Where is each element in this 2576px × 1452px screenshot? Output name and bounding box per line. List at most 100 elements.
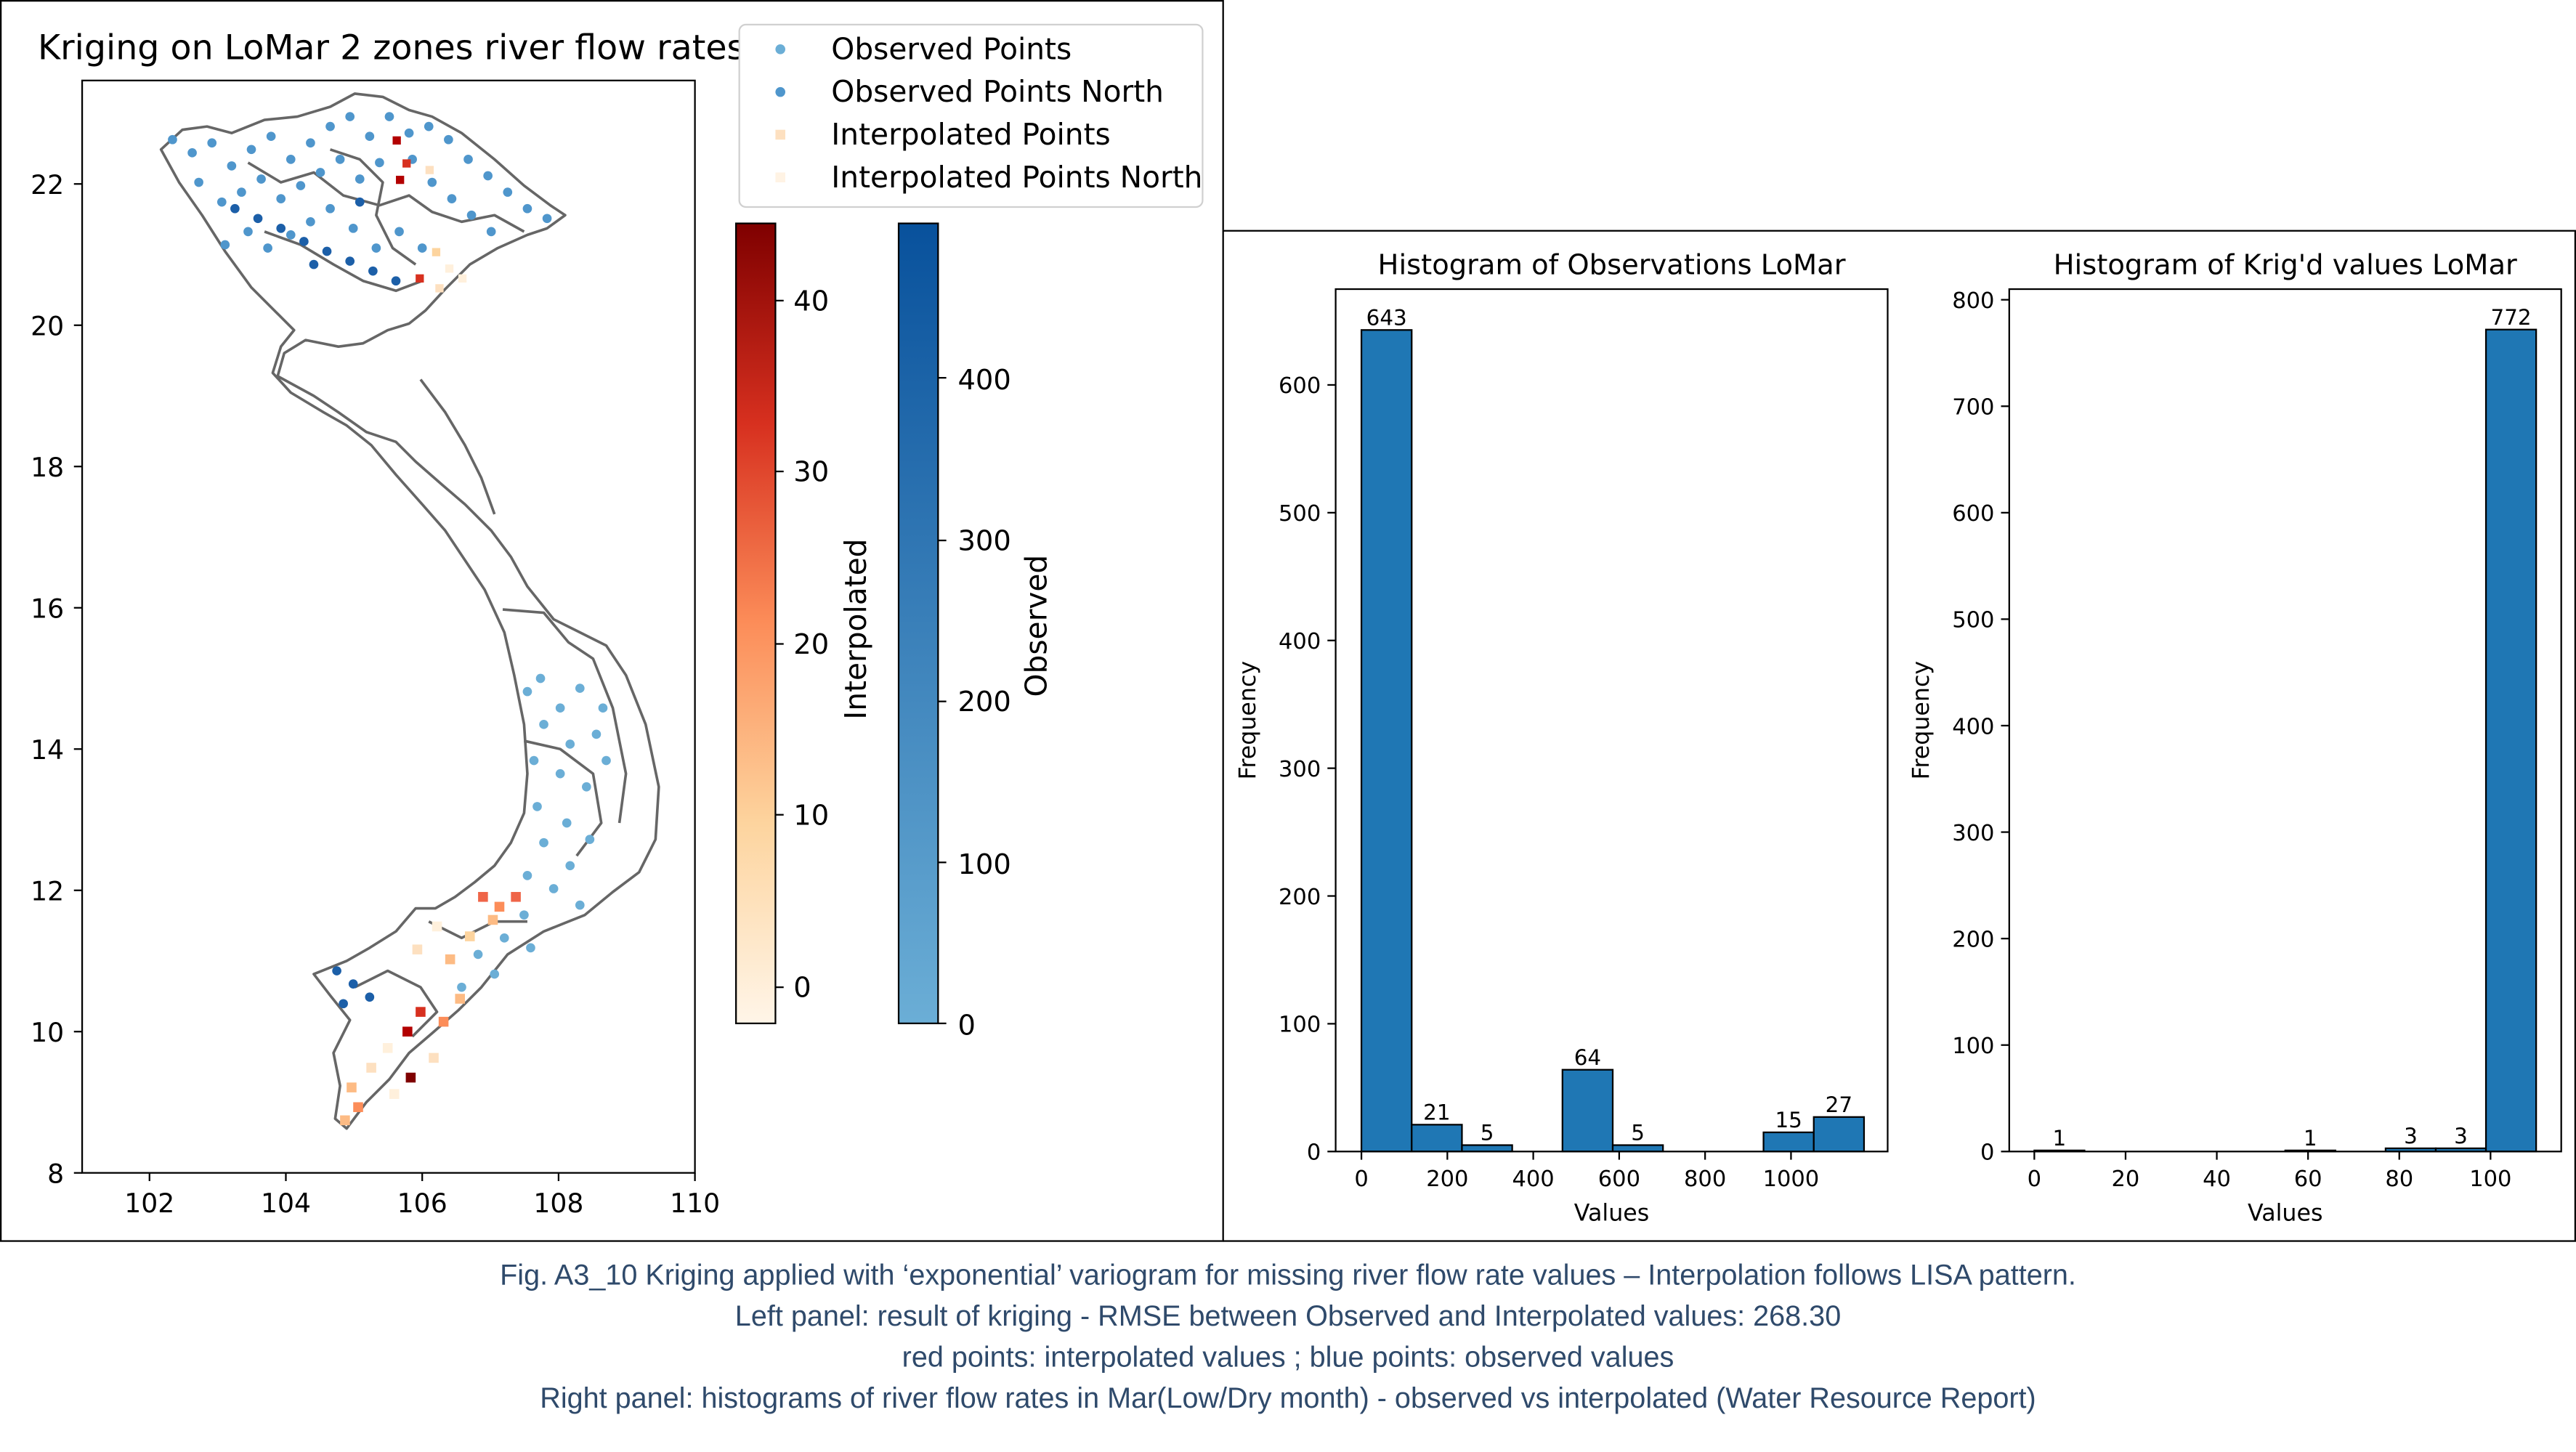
cbar-interp-tick: 20 [793,628,829,661]
x-axis-label: Values [1574,1200,1649,1226]
histogram-axes [1334,288,1889,1153]
y-axis-label: Frequency [1235,661,1261,780]
histogram-axes [2008,288,2562,1153]
histogram-1: Histogram of Observations LoMar 643 21 5 64 5… [1235,249,1889,1226]
cbar-obs-tick: 0 [957,1010,975,1042]
y-axis-label: Frequency [1908,661,1935,780]
histogram-bar [1411,1124,1463,1153]
bar-count-label: 64 [1574,1045,1601,1070]
map-x-tick: 104 [261,1188,311,1219]
map-y-axis: 8 10 12 14 16 18 20 22 [31,169,83,1189]
histogram-2: Histogram of Krig'd values LoMar 1 1 3 3 772 0… [1908,249,2562,1226]
caption-line: red points: interpolated values ; blue p… [902,1340,1674,1374]
y-tick-label: 0 [1307,1140,1321,1166]
map-axes [81,79,696,1174]
x-tick-label: 0 [2028,1167,2041,1192]
cbar-interp-label: Interpolated [838,539,873,720]
y-tick-label: 500 [1279,501,1321,527]
y-tick-label: 300 [1952,821,1994,846]
y-tick-label: 600 [1279,373,1321,399]
y-tick-label: 300 [1279,757,1321,782]
bar-count-label: 5 [1481,1121,1494,1145]
bar-count-label: 15 [1775,1108,1802,1132]
bar-count-label: 21 [1423,1100,1450,1125]
x-tick-label: 200 [1426,1167,1468,1192]
map-x-tick: 110 [670,1188,720,1219]
bar-count-label: 3 [2404,1124,2418,1148]
caption-line: Right panel: histograms of river flow ra… [540,1381,2036,1415]
x-tick-label: 40 [2203,1167,2231,1192]
cbar-obs-label: Observed [1019,555,1054,697]
map-y-tick: 10 [31,1017,64,1048]
bar-count-label: 5 [1631,1121,1645,1145]
map-y-tick: 12 [31,875,64,907]
histogram-panel: Histogram of Observations LoMar 643 21 5 64 5… [1222,230,2576,1242]
cbar-interp-tick: 40 [793,285,829,317]
x-tick-label: 800 [1684,1167,1726,1192]
interpolated-points [340,136,521,1126]
observed-points-south [457,673,611,992]
y-tick-label: 800 [1952,288,1994,314]
histogram-bar [1762,1131,1815,1153]
map-y-tick: 18 [31,452,64,483]
y-tick-label: 400 [1279,629,1321,654]
x-tick-label: 100 [2469,1167,2511,1192]
y-tick-label: 600 [1952,501,1994,527]
y-tick-label: 0 [1980,1140,1994,1166]
map-y-tick: 8 [47,1158,64,1189]
map-x-tick: 108 [533,1188,583,1219]
map-x-tick: 102 [124,1188,174,1219]
legend-observed-points: Observed Points [831,31,1072,66]
histogram-bar [1561,1068,1614,1153]
map-y-tick: 20 [31,310,64,341]
bar-count-label: 27 [1826,1092,1852,1117]
x-tick-label: 0 [1354,1167,1368,1192]
x-axis-label: Values [2248,1200,2322,1226]
cbar-obs-tick: 300 [957,525,1010,558]
map-y-tick: 14 [31,734,64,766]
x-tick-label: 60 [2294,1167,2322,1192]
cbar-interp-tick: 10 [793,799,829,832]
histogram-title: Histogram of Observations LoMar [1378,249,1846,282]
map-y-tick: 22 [31,169,64,200]
histogram-bar [1812,1116,1866,1153]
y-tick-label: 100 [1279,1013,1321,1038]
cbar-obs-tick: 400 [957,364,1010,397]
bar-count-label: 3 [2454,1124,2468,1148]
observed-points-north [168,112,552,253]
cbar-interp-tick: 30 [793,456,829,489]
x-tick-label: 400 [1512,1167,1554,1192]
histogram-bar [1611,1144,1664,1153]
histogram-title: Histogram of Krig'd values LoMar [2054,249,2517,282]
y-tick-label: 400 [1952,714,1994,739]
cbar-interp-tick: 0 [793,972,811,1005]
y-tick-label: 200 [1952,927,1994,952]
legend-observed-points-north: Observed Points North [831,74,1164,109]
y-tick-label: 700 [1952,395,1994,421]
cbar-obs-tick: 200 [957,686,1010,718]
histogram-bar [1461,1144,1513,1153]
x-tick-label: 80 [2385,1167,2413,1192]
cbar-obs-tick: 100 [957,848,1010,881]
colorbar-interpolated: 0 10 20 30 40 Interpolated [735,222,873,1025]
map-legend: Observed Points Observed Points North In… [738,23,1204,208]
histogram-bar [2484,328,2537,1153]
y-tick-label: 500 [1952,608,1994,633]
legend-interpolated-points-north: Interpolated Points North [831,160,1202,195]
map-figure: Kriging on LoMar 2 zones river flow rate… [31,23,1204,1219]
x-tick-label: 1000 [1763,1167,1820,1192]
bar-count-label: 1 [2304,1126,2317,1151]
colorbar-observed: 0 100 200 300 400 Observed [897,222,1054,1042]
y-tick-label: 200 [1279,885,1321,910]
histogram-figure: Histogram of Observations LoMar 643 21 5 64 5… [1235,249,2562,1226]
map-panel: Kriging on LoMar 2 zones river flow rate… [0,0,1224,1242]
map-x-tick: 106 [397,1188,447,1219]
bar-count-label: 643 [1366,306,1407,330]
x-tick-label: 20 [2112,1167,2140,1192]
histogram-bar [1360,329,1413,1153]
caption-line: Fig. A3_10 Kriging applied with ‘exponen… [500,1258,2076,1291]
caption-line: Left panel: result of kriging - RMSE bet… [734,1299,1842,1333]
map-title: Kriging on LoMar 2 zones river flow rate… [38,28,745,68]
y-tick-label: 100 [1952,1034,1994,1059]
x-tick-label: 600 [1598,1167,1640,1192]
